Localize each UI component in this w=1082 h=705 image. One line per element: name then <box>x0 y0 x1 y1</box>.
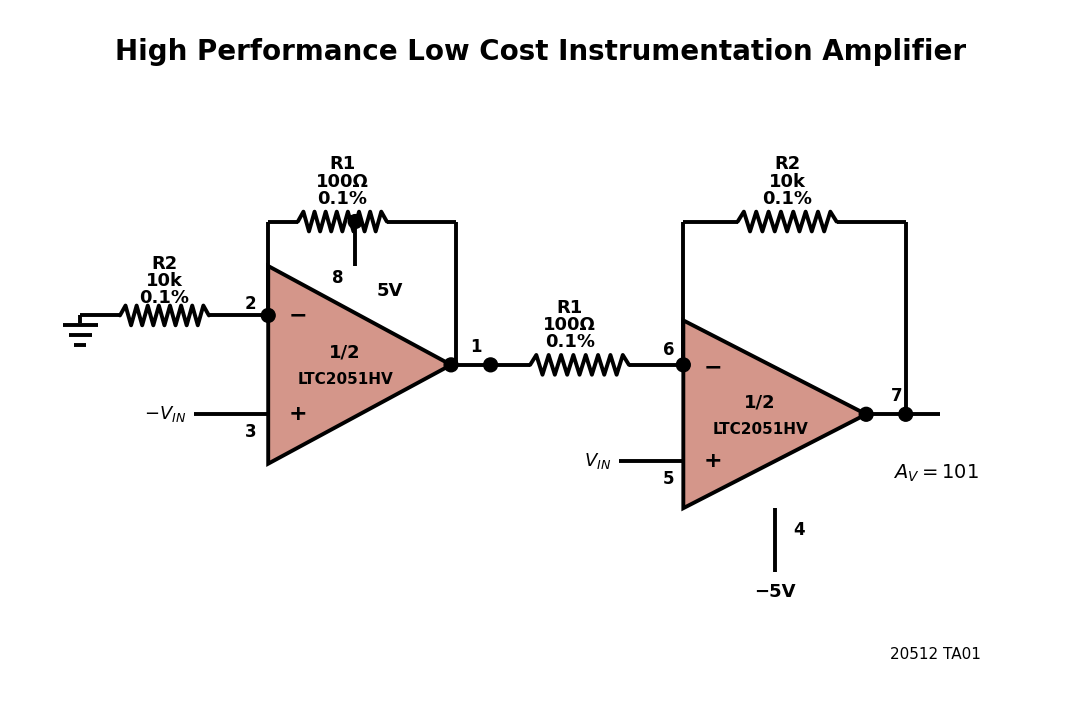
Text: LTC2051HV: LTC2051HV <box>298 372 393 387</box>
Text: −: − <box>289 305 307 326</box>
Text: 5V: 5V <box>377 282 404 300</box>
Circle shape <box>348 214 362 228</box>
Text: 6: 6 <box>663 341 674 359</box>
Polygon shape <box>684 320 867 508</box>
Text: 2: 2 <box>245 295 256 312</box>
Text: 100Ω: 100Ω <box>316 173 369 191</box>
Text: 0.1%: 0.1% <box>140 288 189 307</box>
Text: LTC2051HV: LTC2051HV <box>712 422 808 436</box>
Circle shape <box>444 358 458 372</box>
Text: High Performance Low Cost Instrumentation Amplifier: High Performance Low Cost Instrumentatio… <box>116 37 966 66</box>
Text: R2: R2 <box>774 155 801 173</box>
Text: 1/2: 1/2 <box>744 393 776 412</box>
Text: 4: 4 <box>793 521 805 539</box>
Text: 0.1%: 0.1% <box>317 190 367 208</box>
Circle shape <box>676 358 690 372</box>
Text: +: + <box>703 451 723 471</box>
Circle shape <box>261 309 275 322</box>
Circle shape <box>484 358 498 372</box>
Text: 8: 8 <box>332 269 343 287</box>
Text: 7: 7 <box>890 388 902 405</box>
Text: +: + <box>289 404 307 424</box>
Text: 100Ω: 100Ω <box>543 317 596 334</box>
Text: R1: R1 <box>329 155 356 173</box>
Text: 0.1%: 0.1% <box>762 190 813 208</box>
Text: −: − <box>703 357 723 377</box>
Text: 3: 3 <box>245 423 256 441</box>
Text: $-V_{IN}$: $-V_{IN}$ <box>144 404 186 424</box>
Text: R1: R1 <box>556 298 583 317</box>
Text: $V_{IN}$: $V_{IN}$ <box>584 451 611 471</box>
Text: R2: R2 <box>151 255 177 273</box>
Text: −5V: −5V <box>754 583 796 601</box>
Text: 5: 5 <box>663 470 674 488</box>
Text: 1/2: 1/2 <box>329 344 360 362</box>
Text: 1: 1 <box>470 338 481 356</box>
Text: $A_V = 101$: $A_V = 101$ <box>893 463 978 484</box>
Text: 20512 TA01: 20512 TA01 <box>889 647 980 662</box>
Circle shape <box>899 407 912 421</box>
Text: 10k: 10k <box>146 272 183 290</box>
Polygon shape <box>268 266 451 464</box>
Text: 0.1%: 0.1% <box>544 333 595 351</box>
Text: 10k: 10k <box>768 173 806 191</box>
Circle shape <box>859 407 873 421</box>
